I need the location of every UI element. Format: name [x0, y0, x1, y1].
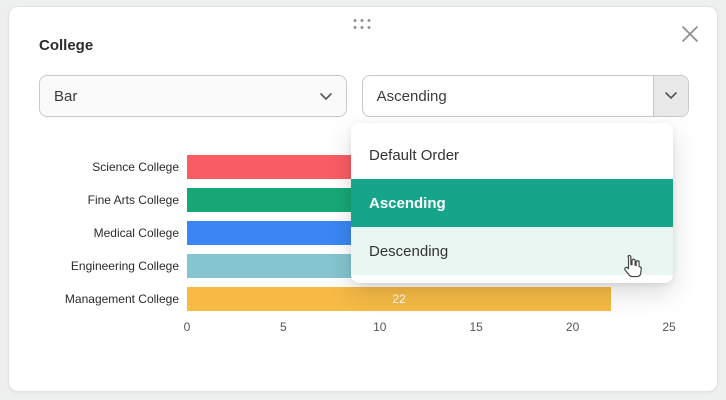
- menu-item-descending[interactable]: Descending: [351, 227, 673, 275]
- bar: [187, 155, 380, 179]
- chevron-down-icon: [319, 88, 332, 105]
- sort-order-select[interactable]: Ascending: [361, 75, 689, 117]
- chart-row: Management College 22: [39, 287, 669, 311]
- menu-item-ascending[interactable]: Ascending: [351, 179, 673, 227]
- category-label: Science College: [92, 160, 179, 174]
- chart-row: Science College: [39, 155, 669, 179]
- x-axis-tick: 20: [565, 320, 580, 334]
- x-axis-tick: 25: [662, 320, 676, 334]
- college-chart-widget: College Bar Ascending Science College Fin…: [8, 6, 718, 392]
- bar: 22: [187, 287, 612, 311]
- category-label: Engineering College: [70, 259, 179, 273]
- chart-type-select[interactable]: Bar: [39, 75, 347, 117]
- x-axis-tick: 5: [280, 320, 287, 334]
- category-label: Fine Arts College: [87, 193, 179, 207]
- chevron-down-icon: [653, 76, 688, 116]
- bar-track: [187, 155, 669, 179]
- controls-row: Bar Ascending: [39, 75, 689, 117]
- category-label: Management College: [64, 292, 179, 306]
- close-button[interactable]: [675, 21, 705, 51]
- menu-item-default-order[interactable]: Default Order: [369, 146, 460, 164]
- bar-track: 22: [187, 287, 669, 311]
- x-axis-tick: 15: [469, 320, 483, 334]
- close-icon: [681, 25, 699, 48]
- category-label: Medical College: [93, 226, 179, 240]
- drag-handle-icon[interactable]: [350, 15, 377, 35]
- sort-order-value: Ascending: [376, 87, 447, 105]
- widget-title: College: [39, 37, 94, 54]
- chart-type-value: Bar: [54, 87, 78, 105]
- sort-menu: Default Order Ascending Descending: [351, 123, 673, 283]
- x-axis: 0 5 10 15 20 25: [183, 320, 676, 338]
- x-axis-tick: 10: [373, 320, 387, 334]
- x-axis-tick: 0: [183, 320, 191, 334]
- bar-value-label: 22: [392, 292, 406, 306]
